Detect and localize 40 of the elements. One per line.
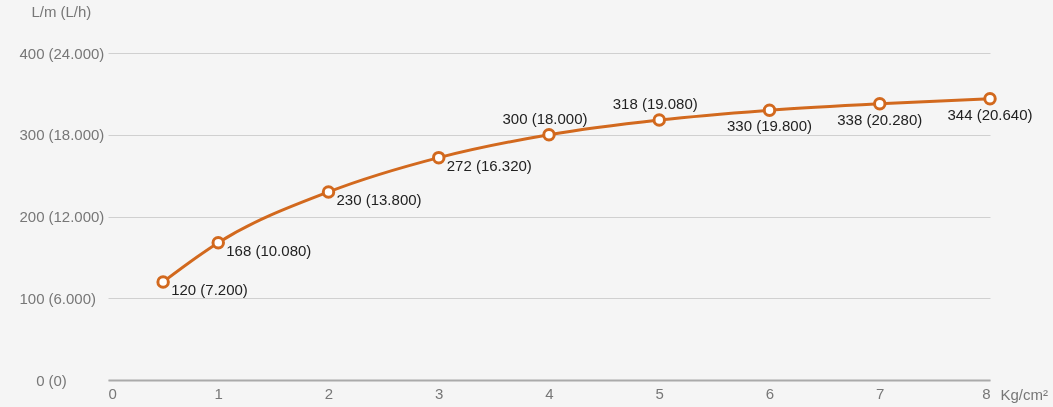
x-tick-label: 7 <box>876 384 885 402</box>
y-tick-label: 100 <box>19 289 45 307</box>
x-axis-title: Kg/cm² <box>1000 385 1049 403</box>
y2-axis-title: (L/h) <box>60 2 92 20</box>
text: 120 (7.200) <box>171 280 248 298</box>
point <box>542 128 556 142</box>
x-tick-label: 8 <box>982 384 991 402</box>
text: 272 (16.320) <box>446 156 532 174</box>
y2-tick-label: (6.000) <box>48 289 97 307</box>
y-tick-label: 0 <box>36 371 45 389</box>
text: 330 (19.800) <box>726 117 813 135</box>
y2-tick-label: (0) <box>48 371 67 389</box>
y-tick-label: 400 <box>19 44 45 62</box>
x-tick-label: 4 <box>545 384 554 402</box>
point <box>983 92 997 106</box>
point <box>652 113 666 127</box>
x-tick-label: 6 <box>765 384 775 402</box>
x-tick-label: 5 <box>655 384 664 402</box>
y-tick-label: 300 <box>19 126 45 144</box>
text: 338 (20.280) <box>837 110 923 128</box>
y2-tick-label: (12.000) <box>48 208 105 225</box>
point <box>432 150 446 165</box>
point <box>873 96 887 111</box>
y-tick-label: 200 <box>19 208 45 225</box>
point <box>156 275 170 289</box>
point <box>321 185 336 199</box>
text: 300 (18.000) <box>502 109 588 127</box>
x-tick-label: 2 <box>324 384 334 402</box>
y2-tick-label: (24.000) <box>48 44 105 62</box>
y-axis-title: L/m <box>31 2 57 20</box>
x-tick-label: 3 <box>435 384 444 402</box>
x-tick-label: 1 <box>214 384 223 402</box>
y2-tick-label: (18.000) <box>48 126 105 144</box>
point <box>762 103 777 117</box>
text: 230 (13.800) <box>336 190 422 208</box>
text: 168 (10.080) <box>226 241 312 259</box>
x-tick-label: 0 <box>108 384 117 402</box>
text: 344 (20.640) <box>947 105 1033 123</box>
text: 318 (19.080) <box>612 95 698 113</box>
point <box>211 235 225 250</box>
